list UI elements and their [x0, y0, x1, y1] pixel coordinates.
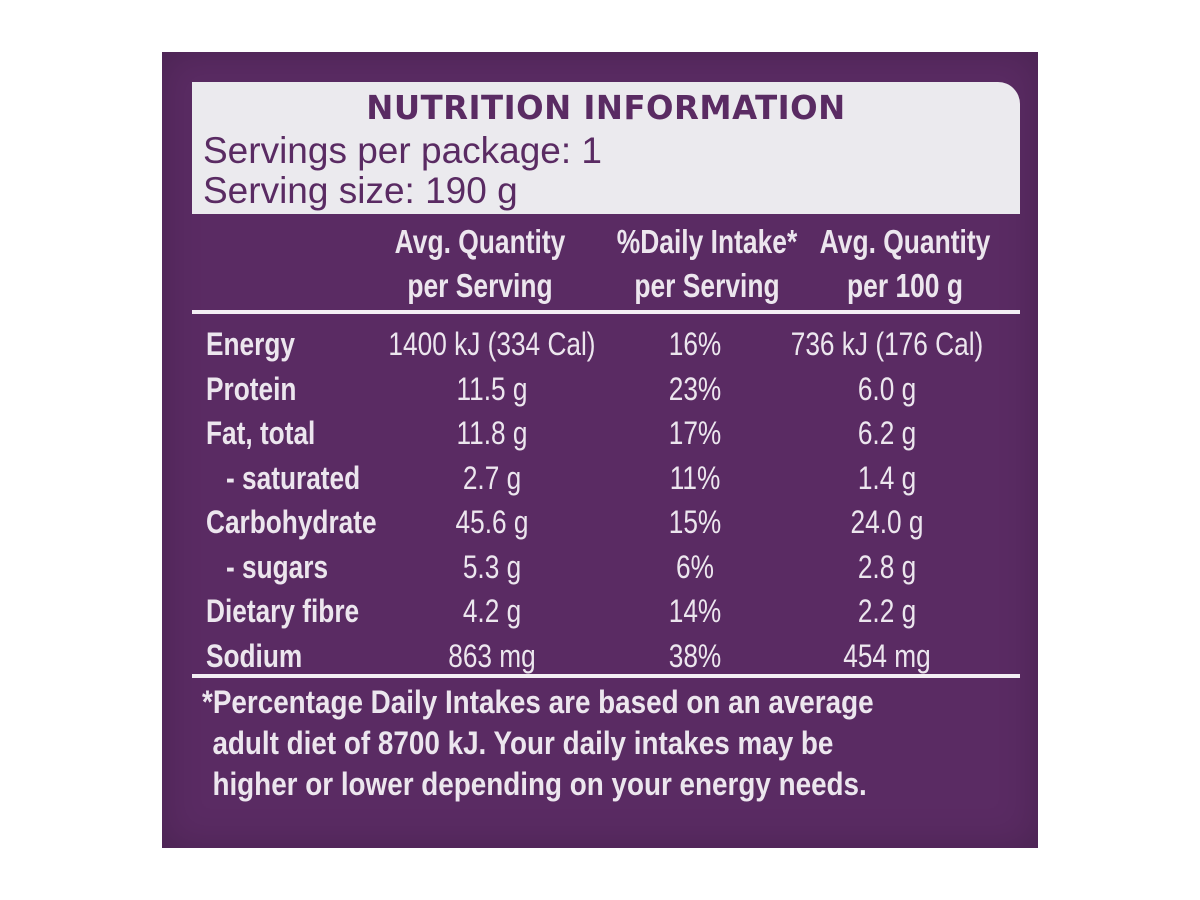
- footnote-line: *Percentage Daily Intakes are based on a…: [202, 684, 874, 720]
- nutrient-name: Fat, total: [206, 415, 316, 451]
- column-header-line: per Serving: [634, 267, 780, 304]
- daily-intake-value: 17%: [668, 415, 722, 451]
- daily-intake-value: 15%: [668, 504, 722, 540]
- per-100g-value: 1.4 g: [857, 459, 917, 496]
- table-row: Energy 1400 kJ (334 Cal) 16% 736 kJ (176…: [162, 322, 1038, 367]
- daily-intake-value: 6%: [676, 548, 714, 585]
- table-row: Carbohydrate 45.6 g 15% 24.0 g: [162, 500, 1038, 545]
- nutrient-name: Carbohydrate: [206, 504, 377, 540]
- per-100g-value: 2.8 g: [857, 548, 917, 585]
- nutrient-name: Sodium: [206, 637, 303, 674]
- per-100g-value: 736 kJ (176 Cal): [790, 326, 984, 362]
- column-header-line: Avg. Quantity: [394, 223, 566, 260]
- nutrient-name: - saturated: [226, 459, 361, 496]
- column-header-line: %Daily Intake*: [616, 223, 798, 260]
- table-row: Fat, total 11.8 g 17% 6.2 g: [162, 411, 1038, 456]
- nutrient-name: Energy: [206, 326, 295, 362]
- per-serving-value: 2.7 g: [462, 459, 522, 496]
- daily-intake-value: 11%: [669, 459, 721, 496]
- table-divider-bottom: [192, 674, 1020, 678]
- per-serving-value: 863 mg: [448, 637, 536, 674]
- column-header-line: per Serving: [407, 267, 553, 304]
- per-100g-value: 454 mg: [843, 637, 931, 674]
- nutrient-name: Dietary fibre: [206, 593, 360, 629]
- per-serving-value: 1400 kJ (334 Cal): [388, 326, 596, 362]
- table-row: - saturated 2.7 g 11% 1.4 g: [162, 456, 1038, 501]
- nutrient-name: Protein: [206, 370, 297, 407]
- footnote-line: higher or lower depending on your energy…: [212, 766, 867, 802]
- per-100g-value: 6.2 g: [857, 415, 917, 451]
- column-header-line: per 100 g: [847, 267, 963, 304]
- per-serving-value: 5.3 g: [462, 548, 522, 585]
- per-serving-value: 4.2 g: [462, 593, 522, 629]
- daily-intake-value: 16%: [668, 326, 722, 362]
- per-serving-value: 45.6 g: [455, 504, 529, 540]
- per-serving-value: 11.5 g: [456, 370, 528, 407]
- per-100g-value: 24.0 g: [850, 504, 924, 540]
- column-header-daily-intake: %Daily Intake* per Serving: [611, 220, 803, 308]
- table-row: - sugars 5.3 g 6% 2.8 g: [162, 545, 1038, 590]
- per-serving-value: 11.8 g: [456, 415, 528, 451]
- table-row: Sodium 863 mg 38% 454 mg: [162, 634, 1038, 679]
- table-row: Dietary fibre 4.2 g 14% 2.2 g: [162, 589, 1038, 634]
- footnote-line: adult diet of 8700 kJ. Your daily intake…: [212, 725, 834, 761]
- column-header-per-100g: Avg. Quantity per 100 g: [809, 220, 1001, 308]
- per-100g-value: 2.2 g: [857, 593, 917, 629]
- nutrition-header: NUTRITION INFORMATION Servings per packa…: [192, 82, 1020, 214]
- nutrition-panel: NUTRITION INFORMATION Servings per packa…: [162, 52, 1038, 848]
- daily-intake-value: 38%: [668, 637, 722, 674]
- column-header-line: Avg. Quantity: [819, 223, 991, 260]
- nutrition-table: Energy 1400 kJ (334 Cal) 16% 736 kJ (176…: [162, 322, 1038, 678]
- daily-intake-footnote: *Percentage Daily Intakes are based on a…: [202, 682, 1012, 805]
- daily-intake-value: 23%: [668, 370, 722, 407]
- table-divider-top: [192, 310, 1020, 314]
- nutrition-title: NUTRITION INFORMATION: [366, 88, 846, 127]
- nutrient-name: - sugars: [226, 548, 329, 585]
- column-header-per-serving: Avg. Quantity per Serving: [392, 220, 568, 308]
- servings-per-package: Servings per package: 1: [203, 130, 603, 171]
- daily-intake-value: 14%: [668, 593, 722, 629]
- table-row: Protein 11.5 g 23% 6.0 g: [162, 367, 1038, 412]
- serving-size: Serving size: 190 g: [203, 170, 518, 211]
- per-100g-value: 6.0 g: [857, 370, 917, 407]
